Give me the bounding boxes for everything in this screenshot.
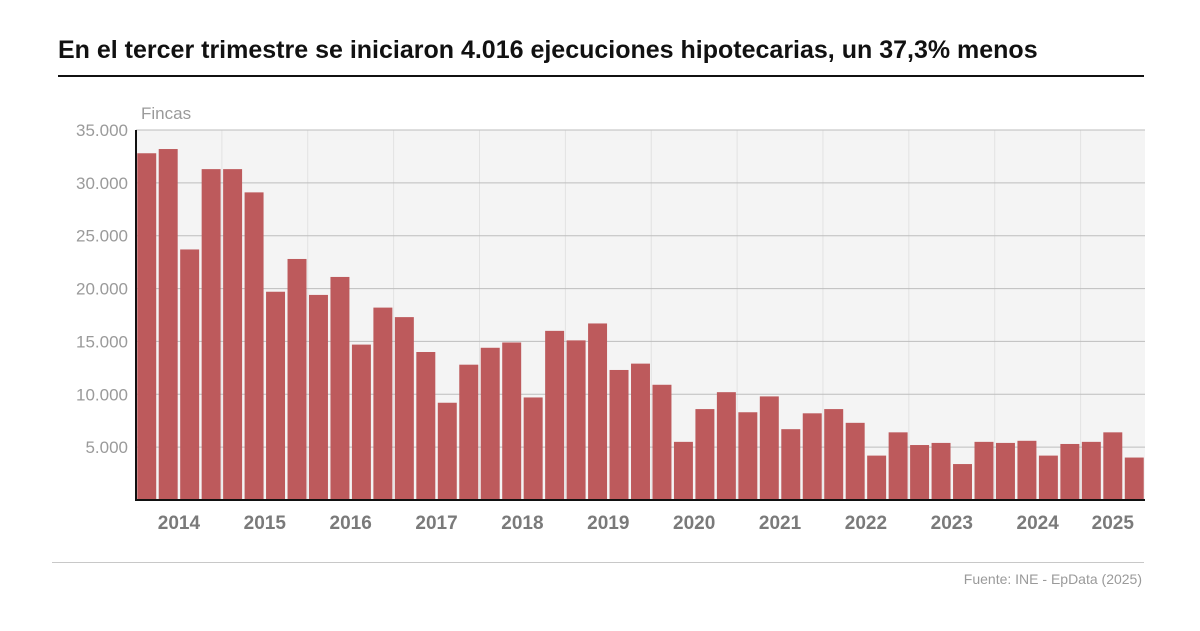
bar <box>673 441 693 500</box>
bar <box>695 409 715 500</box>
bar <box>609 369 629 500</box>
bar <box>244 192 264 500</box>
bar <box>566 340 586 500</box>
x-year-labels: 2014 2015 2016 2017 2018 2019 2020 2021 2022 2023… <box>158 513 1135 534</box>
bar <box>631 363 650 500</box>
y-tick-label: 10.000 <box>76 385 128 404</box>
y-tick-label: 30.000 <box>76 174 128 193</box>
bar <box>652 384 672 500</box>
bar <box>351 344 371 500</box>
bars <box>137 149 1144 500</box>
bar <box>308 294 328 500</box>
bar-chart: 5.000 10.000 15.000 20.000 25.000 30.000 35.00… <box>76 104 1145 534</box>
bar <box>781 429 801 500</box>
bar <box>802 413 822 500</box>
title-divider <box>58 75 1144 77</box>
bar <box>287 258 307 500</box>
bar <box>1081 441 1101 500</box>
bar <box>480 347 500 500</box>
bar <box>1124 457 1144 500</box>
y-tick-label: 15.000 <box>76 332 128 351</box>
x-year-label: 2021 <box>759 513 802 534</box>
source-note: Fuente: INE - EpData (2025) <box>963 571 1142 587</box>
bar <box>330 276 350 500</box>
x-year-label: 2023 <box>931 513 973 534</box>
bar <box>394 317 414 500</box>
bar <box>180 249 200 500</box>
y-tick-label: 5.000 <box>85 438 128 457</box>
bar <box>588 323 608 500</box>
axes <box>135 130 1145 501</box>
bar <box>845 422 865 500</box>
x-year-label: 2018 <box>501 513 543 534</box>
bar <box>910 445 930 500</box>
bar <box>953 464 973 500</box>
bar <box>437 402 457 500</box>
x-year-label: 2025 <box>1092 513 1135 534</box>
bar <box>716 392 736 500</box>
bar <box>201 169 221 500</box>
footer-divider <box>52 562 1144 563</box>
y-tick-labels: 5.000 10.000 15.000 20.000 25.000 30.000 35.00… <box>76 121 128 457</box>
y-tick-label: 20.000 <box>76 280 128 299</box>
bar <box>266 291 286 500</box>
x-year-label: 2016 <box>330 513 372 534</box>
bar <box>1038 455 1058 500</box>
bar <box>459 364 479 500</box>
bar <box>1103 432 1123 500</box>
bar <box>931 442 951 500</box>
x-year-label: 2022 <box>845 513 887 534</box>
x-year-label: 2015 <box>244 513 287 534</box>
bar <box>888 432 908 500</box>
x-year-label: 2014 <box>158 513 201 534</box>
y-tick-label: 25.000 <box>76 227 128 246</box>
bar <box>158 149 178 500</box>
bar <box>545 330 565 500</box>
bar <box>523 397 543 500</box>
chart-title: En el tercer trimestre se iniciaron 4.01… <box>58 36 1038 64</box>
bar <box>995 442 1015 500</box>
bar <box>974 441 994 500</box>
y-axis-label: Fincas <box>141 104 191 123</box>
x-year-label: 2019 <box>587 513 629 534</box>
bar <box>416 352 436 500</box>
bar <box>373 307 393 500</box>
y-tick-label: 35.000 <box>76 121 128 140</box>
bar <box>867 455 887 500</box>
vertical-gridlines <box>221 130 1082 500</box>
x-year-label: 2017 <box>415 513 457 534</box>
bar <box>824 409 844 500</box>
bar <box>1017 440 1037 500</box>
x-year-label: 2020 <box>673 513 715 534</box>
bar <box>502 342 522 500</box>
bar <box>223 169 243 500</box>
bar <box>137 153 157 500</box>
x-year-label: 2024 <box>1017 513 1060 534</box>
bar <box>738 412 758 500</box>
bar <box>1060 443 1080 500</box>
bar <box>759 396 779 500</box>
